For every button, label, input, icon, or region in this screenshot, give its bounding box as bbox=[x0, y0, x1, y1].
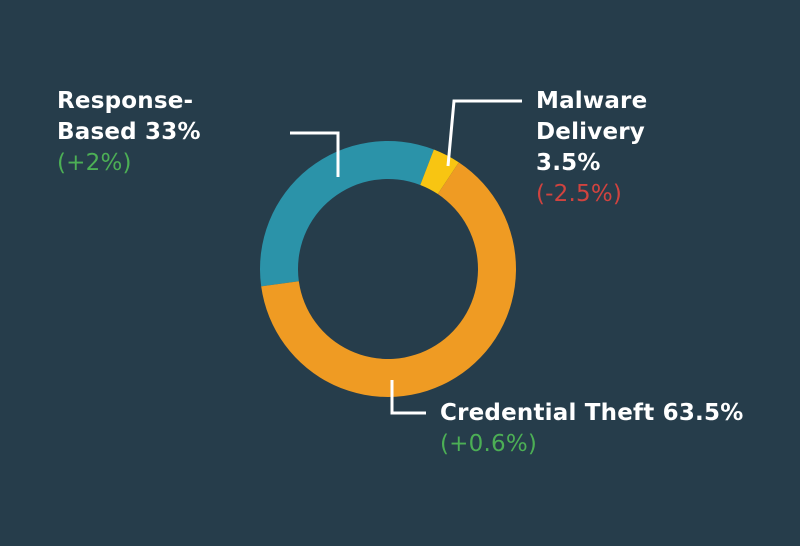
leader-line bbox=[390, 380, 426, 415]
donut-slice bbox=[261, 162, 516, 397]
category-label: Credential Theft bbox=[440, 400, 655, 426]
donut bbox=[259, 141, 516, 397]
change-label: (-2.5%) bbox=[536, 181, 623, 207]
category-label: Response-Based bbox=[57, 88, 194, 145]
change-label: (+0.6%) bbox=[440, 431, 538, 457]
category-label: Malware Delivery bbox=[536, 88, 648, 145]
label: Malware Delivery 3.5% (-2.5%) bbox=[536, 86, 676, 210]
leader-line bbox=[446, 99, 522, 167]
label: Credential Theft 63.5% (+0.6%) bbox=[440, 398, 760, 460]
value-label: 63.5% bbox=[662, 400, 744, 426]
value-label: 3.5% bbox=[536, 150, 601, 176]
change-label: (+2%) bbox=[57, 150, 132, 176]
donut-slice bbox=[259, 141, 434, 287]
label: Response-Based 33% (+2%) bbox=[57, 86, 207, 179]
value-label: 33% bbox=[145, 119, 201, 145]
leader-line bbox=[290, 131, 340, 177]
